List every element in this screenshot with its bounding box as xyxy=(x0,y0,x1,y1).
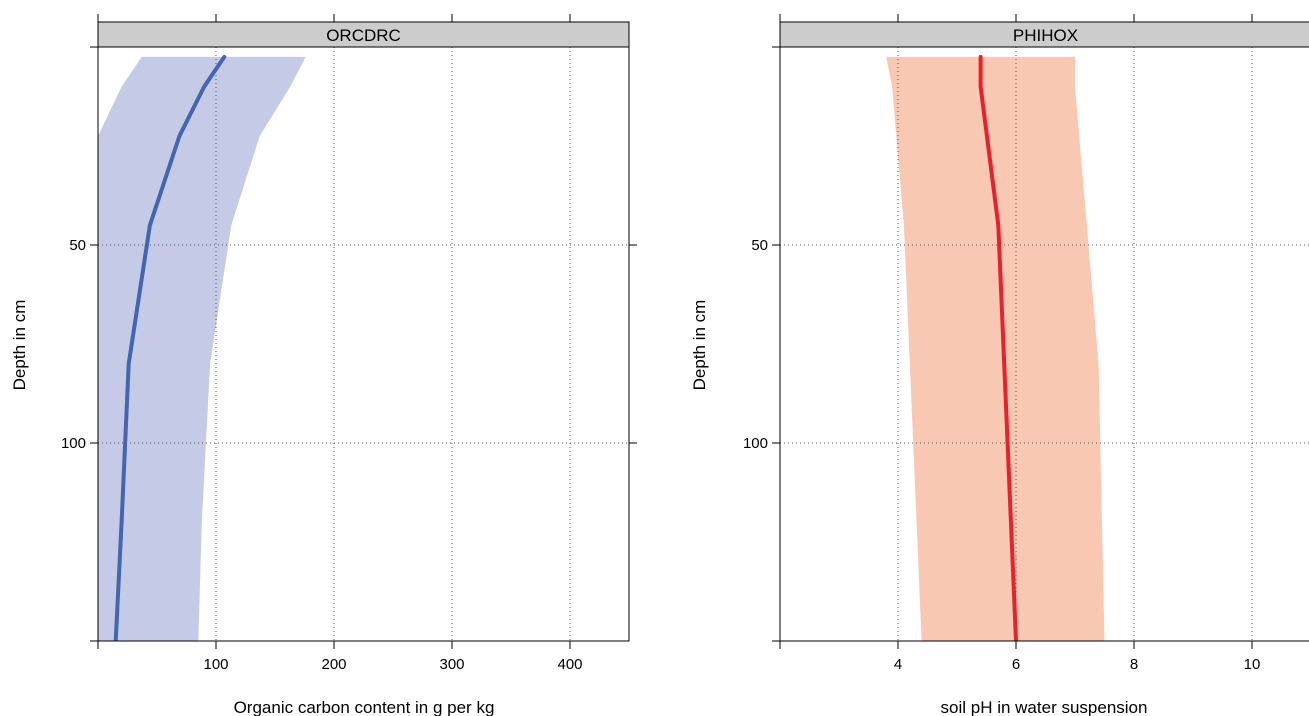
x-axis-label: soil pH in water suspension xyxy=(941,698,1148,716)
uncertainty-band xyxy=(98,56,306,641)
x-tick-label: 100 xyxy=(203,656,228,673)
x-axis-label: Organic carbon content in g per kg xyxy=(234,698,495,716)
x-tick-label: 6 xyxy=(1012,656,1020,673)
y-axis-label: Depth in cm xyxy=(690,300,709,391)
panel-strip-title: PHIHOX xyxy=(1013,26,1078,45)
x-tick-label: 300 xyxy=(439,656,464,673)
plot-area xyxy=(780,47,1309,641)
panel-strip xyxy=(779,21,1309,48)
panel-border xyxy=(97,46,630,642)
chart-panel-orcdrc: ORCDRC 100 200 300 400 50 100 Organic carbon co… xyxy=(10,14,637,716)
mean-profile-line xyxy=(113,54,227,641)
y-tick-label: 50 xyxy=(751,237,768,254)
y-axis-label: Depth in cm xyxy=(10,300,29,391)
x-tick-label: 8 xyxy=(1130,656,1138,673)
plot-area xyxy=(98,47,629,641)
y-tick-label: 100 xyxy=(743,435,768,452)
panel-strip-title: ORCDRC xyxy=(326,26,401,45)
y-tick-label: 100 xyxy=(61,435,86,452)
panel-border xyxy=(779,46,1309,642)
mean-profile-line xyxy=(978,54,1018,641)
chart-panel-phihox: PHIHOX 4 6 8 10 50 100 soil pH in water suspens… xyxy=(690,14,1309,716)
x-tick-label: 200 xyxy=(321,656,346,673)
x-tick-label: 10 xyxy=(1244,656,1261,673)
uncertainty-band xyxy=(886,56,1105,641)
y-tick-label: 50 xyxy=(69,237,86,254)
x-tick-label: 400 xyxy=(557,656,582,673)
x-tick-label: 4 xyxy=(894,656,902,673)
panel-strip xyxy=(97,21,630,48)
